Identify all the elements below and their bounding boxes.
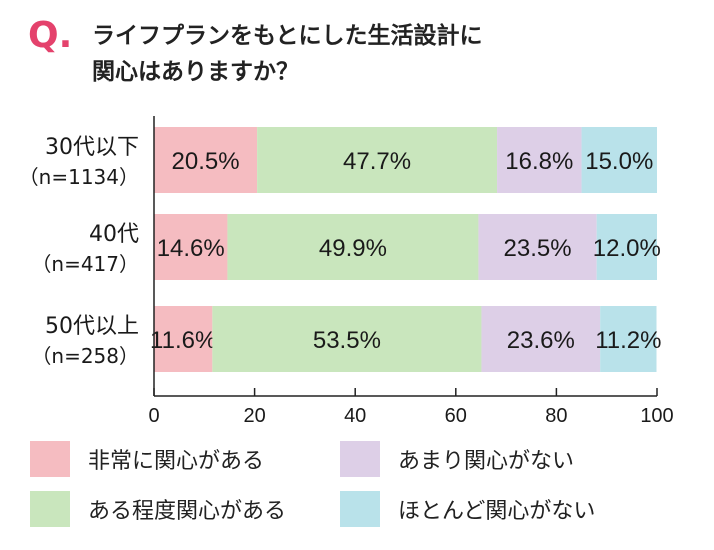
legend-swatch (30, 441, 70, 477)
bar-segment (227, 214, 479, 280)
legend-swatch (340, 491, 380, 527)
data-label: 15.0% (585, 148, 653, 175)
legend-swatch (340, 441, 380, 477)
x-tick-label: 0 (148, 405, 159, 427)
bar-segment (600, 306, 657, 372)
question-line-2: 関心はありますか？ (92, 59, 299, 85)
data-label: 11.6% (150, 327, 216, 354)
category-label: 50代以上 (45, 314, 139, 339)
x-tick-label: 40 (344, 405, 366, 427)
legend-label: 非常に関心がある (88, 449, 265, 474)
question-mark: Q. (28, 15, 73, 56)
bar-segment (212, 306, 482, 372)
legend-swatch (30, 491, 70, 527)
x-tick-label: 80 (545, 405, 567, 427)
data-label: 23.5% (504, 235, 572, 262)
x-tick-label: 60 (445, 405, 467, 427)
legend-item-not-very-interested: あまり関心がない (340, 441, 574, 477)
data-label: 53.5% (313, 327, 381, 354)
data-label: 11.2% (595, 327, 661, 354)
category-sample-size: （n=258） (31, 344, 139, 368)
data-label: 20.5% (172, 148, 240, 175)
bar-segment (581, 127, 657, 193)
bar-segment (154, 214, 228, 280)
bar-segment (154, 306, 213, 372)
x-tick-label: 20 (243, 405, 265, 427)
legend-label: ある程度関心がある (88, 499, 287, 524)
bar-segment (257, 127, 498, 193)
legend-label: ほとんど関心がない (398, 499, 596, 524)
question-title: ライフプランをもとにした生活設計に 関心はありますか？ (92, 18, 483, 90)
legend-label: あまり関心がない (398, 449, 575, 474)
legend-item-somewhat-interested: ある程度関心がある (30, 491, 286, 527)
category-label: 30代以下 (45, 135, 139, 160)
bar-segment (596, 214, 657, 280)
data-label: 14.6% (157, 235, 225, 262)
legend-item-hardly-interested: ほとんど関心がない (340, 491, 595, 527)
bar-segment (478, 214, 597, 280)
category-sample-size: （n=1134） (19, 165, 139, 189)
data-label: 47.7% (343, 148, 411, 175)
question-line-1: ライフプランをもとにした生活設計に (92, 23, 483, 49)
category-sample-size: （n=417） (31, 252, 139, 276)
legend-item-very-interested: 非常に関心がある (30, 441, 264, 477)
data-label: 23.6% (507, 327, 575, 354)
bar-segment (154, 127, 258, 193)
x-tick-label: 100 (640, 405, 673, 427)
data-label: 12.0% (593, 235, 661, 262)
data-label: 16.8% (505, 148, 573, 175)
bar-segment (481, 306, 601, 372)
category-label: 40代 (89, 222, 139, 247)
data-label: 49.9% (319, 235, 387, 262)
bar-segment (497, 127, 582, 193)
